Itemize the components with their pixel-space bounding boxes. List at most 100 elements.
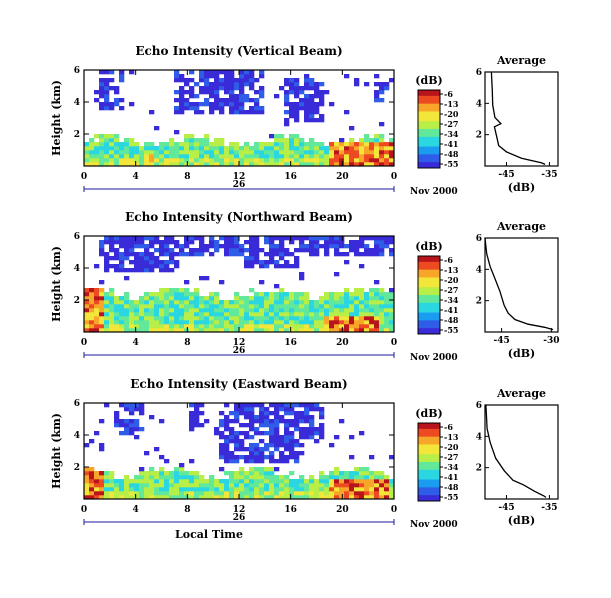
heatmap-cell [149, 316, 155, 321]
heatmap-cell [244, 154, 250, 159]
heatmap-cell [349, 292, 355, 297]
heatmap-cell [114, 142, 120, 147]
heatmap-cell [354, 308, 360, 313]
heatmap-cell [319, 427, 325, 432]
heatmap-cell [359, 495, 365, 500]
heatmap-cell [169, 328, 175, 333]
heatmap-cell [264, 146, 270, 151]
heatmap-cell [94, 431, 100, 436]
heatmap-cell [389, 158, 395, 163]
heatmap-cell [194, 150, 200, 155]
heatmap-cell [109, 483, 115, 488]
heatmap-cell [374, 252, 380, 257]
heatmap-cell [334, 324, 340, 329]
heatmap-cell [339, 236, 345, 241]
heatmap-cell [269, 150, 275, 155]
heatmap-cell [239, 455, 245, 460]
heatmap-cell [99, 162, 105, 167]
heatmap-cell [134, 142, 140, 147]
heatmap-cell [214, 308, 220, 313]
heatmap-cell [194, 419, 200, 424]
heatmap-cell [124, 146, 130, 151]
heatmap-cell [199, 146, 205, 151]
heatmap-cell [294, 483, 300, 488]
heatmap-cell [99, 90, 105, 95]
average-x-tick-label: -45 [493, 336, 509, 346]
heatmap-cell [84, 142, 90, 147]
heatmap-cell [164, 479, 170, 484]
heatmap-cell [124, 300, 130, 305]
heatmap-cell [314, 304, 320, 309]
heatmap-cell [114, 491, 120, 496]
heatmap-cell [214, 102, 220, 107]
heatmap-cell [104, 240, 110, 245]
heatmap-cell [334, 296, 340, 301]
heatmap-cell [354, 328, 360, 333]
heatmap-cell [289, 451, 295, 456]
heatmap-cell [249, 324, 255, 329]
colorbar-swatch [418, 95, 440, 99]
heatmap-cell [214, 158, 220, 163]
heatmap-cell [194, 300, 200, 305]
heatmap-cell [359, 154, 365, 159]
heatmap-cell [269, 435, 275, 440]
heatmap-cell [264, 252, 270, 257]
heatmap-cell [189, 415, 195, 420]
heatmap-cell [219, 138, 225, 143]
heatmap-cell [304, 435, 310, 440]
heatmap-cell [264, 260, 270, 265]
heatmap-cell [174, 324, 180, 329]
heatmap-cell [269, 419, 275, 424]
heatmap-cell [244, 316, 250, 321]
heatmap-cell [324, 483, 330, 488]
heatmap-cell [289, 146, 295, 151]
heatmap-cell [104, 138, 110, 143]
heatmap-cell [264, 479, 270, 484]
heatmap-cell [209, 162, 215, 167]
heatmap-cell [229, 451, 235, 456]
colorbar-swatch [418, 164, 440, 167]
heatmap-cell [259, 483, 265, 488]
heatmap-cell [239, 74, 245, 79]
heatmap-cell [194, 248, 200, 253]
heatmap-cell [294, 300, 300, 305]
heatmap-cell [344, 292, 350, 297]
heatmap-cell [354, 248, 360, 253]
heatmap-cell [289, 106, 295, 111]
heatmap-cell [334, 244, 340, 249]
heatmap-cell [144, 495, 150, 500]
heatmap-cell [274, 300, 280, 305]
heatmap-cell [234, 300, 240, 305]
heatmap-cell [239, 431, 245, 436]
colorbar-swatch [418, 267, 440, 271]
heatmap-cell [129, 427, 135, 432]
heatmap-cell [234, 248, 240, 253]
heatmap-cell [219, 411, 225, 416]
heatmap-cell [289, 138, 295, 143]
heatmap-cell [309, 479, 315, 484]
heatmap-cell [249, 260, 255, 265]
heatmap-cell [219, 316, 225, 321]
y-axis-label: Height (km) [50, 246, 63, 322]
heatmap-cell [389, 328, 395, 333]
heatmap-cell [119, 78, 125, 83]
heatmap-cell [209, 495, 215, 500]
colorbar-swatch [418, 154, 440, 157]
heatmap-cell [174, 98, 180, 103]
heatmap-cell [284, 102, 290, 107]
heatmap-cell [179, 288, 185, 293]
heatmap-cell [144, 268, 150, 273]
heatmap-cell [259, 312, 265, 317]
heatmap-cell [134, 304, 140, 309]
heatmap-cell [124, 150, 130, 155]
heatmap-cell [234, 308, 240, 313]
heatmap-cell [274, 407, 280, 412]
heatmap-cell [119, 154, 125, 159]
heatmap-cell [284, 475, 290, 480]
heatmap-cell [294, 86, 300, 91]
heatmap-cell [329, 150, 335, 155]
heatmap-cell [199, 491, 205, 496]
heatmap-cell [269, 475, 275, 480]
x-tick-label: 16 [284, 505, 297, 515]
heatmap-cell [169, 304, 175, 309]
